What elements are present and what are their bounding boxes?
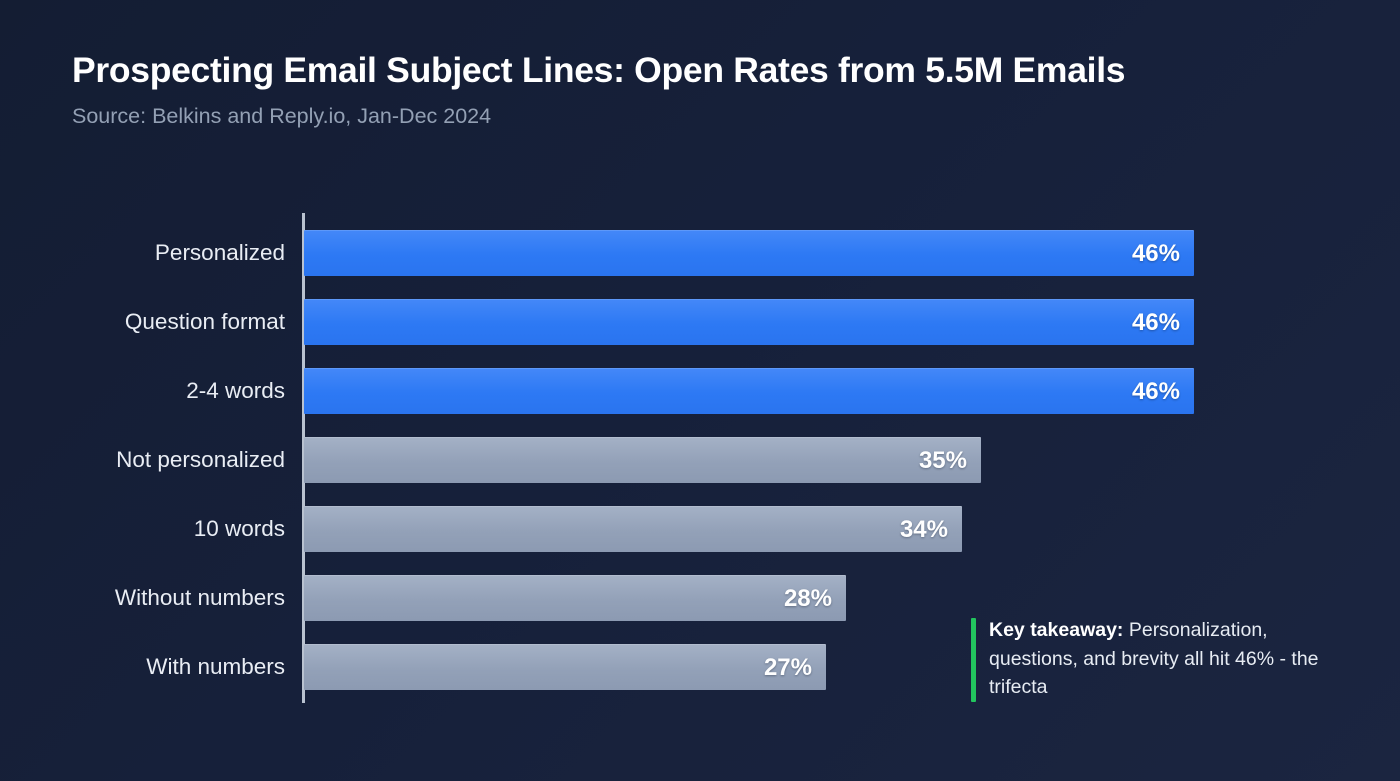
- bar-value-label: 46%: [1131, 309, 1180, 336]
- bar-value-label: 46%: [1131, 378, 1180, 405]
- bar-fill: [304, 437, 981, 483]
- bar-row: Question format 46%: [0, 299, 1400, 345]
- bar-track: 27%: [304, 644, 826, 690]
- bar-category-label: Question format: [124, 309, 285, 334]
- bar-row: 2-4 words 46%: [0, 368, 1400, 414]
- bar-row: With numbers 27%: [0, 644, 1400, 690]
- bar-fill: [304, 644, 826, 690]
- bar-fill: [304, 299, 1194, 345]
- bar-track: 35%: [304, 437, 981, 483]
- bar-value-label: 28%: [783, 585, 832, 612]
- bar-fill: [304, 506, 962, 552]
- bar-value-label: 35%: [918, 447, 967, 474]
- bar-value-label: 34%: [899, 516, 948, 543]
- bar-fill: [304, 368, 1194, 414]
- chart-header: Prospecting Email Subject Lines: Open Ra…: [72, 47, 1362, 130]
- callout-body-text: Personalization, questions, and brevity …: [989, 619, 1319, 698]
- callout-lead-label: Key takeaway:: [989, 619, 1124, 641]
- bar-fill: [304, 230, 1194, 276]
- bar-fill: [304, 575, 846, 621]
- bar-row: Not personalized 35%: [0, 437, 1400, 483]
- callout-accent-bar: [971, 618, 976, 702]
- bar-track: 34%: [304, 506, 962, 552]
- page-title: Prospecting Email Subject Lines: Open Ra…: [72, 50, 1126, 90]
- y-axis-line: [302, 213, 305, 703]
- bar-track: 46%: [304, 299, 1194, 345]
- bar-row: Without numbers 28%: [0, 575, 1400, 621]
- chart-source-subtitle: Source: Belkins and Reply.io, Jan-Dec 20…: [72, 104, 492, 128]
- bar-value-label: 27%: [763, 654, 812, 681]
- callout-text: Key takeaway: Personalization, questions…: [989, 616, 1331, 702]
- bar-category-label: Without numbers: [114, 585, 285, 610]
- bar-row: 10 words 34%: [0, 506, 1400, 552]
- bar-row: Personalized 46%: [0, 230, 1400, 276]
- bar-category-label: With numbers: [146, 654, 285, 679]
- key-takeaway-callout: Key takeaway: Personalization, questions…: [971, 616, 1331, 702]
- bar-category-label: 10 words: [193, 516, 285, 541]
- bar-track: 46%: [304, 230, 1194, 276]
- bar-category-label: Personalized: [154, 240, 285, 265]
- bar-category-label: Not personalized: [116, 447, 285, 472]
- bar-track: 28%: [304, 575, 846, 621]
- bar-value-label: 46%: [1131, 240, 1180, 267]
- bar-category-label: 2-4 words: [186, 378, 285, 403]
- bar-track: 46%: [304, 368, 1194, 414]
